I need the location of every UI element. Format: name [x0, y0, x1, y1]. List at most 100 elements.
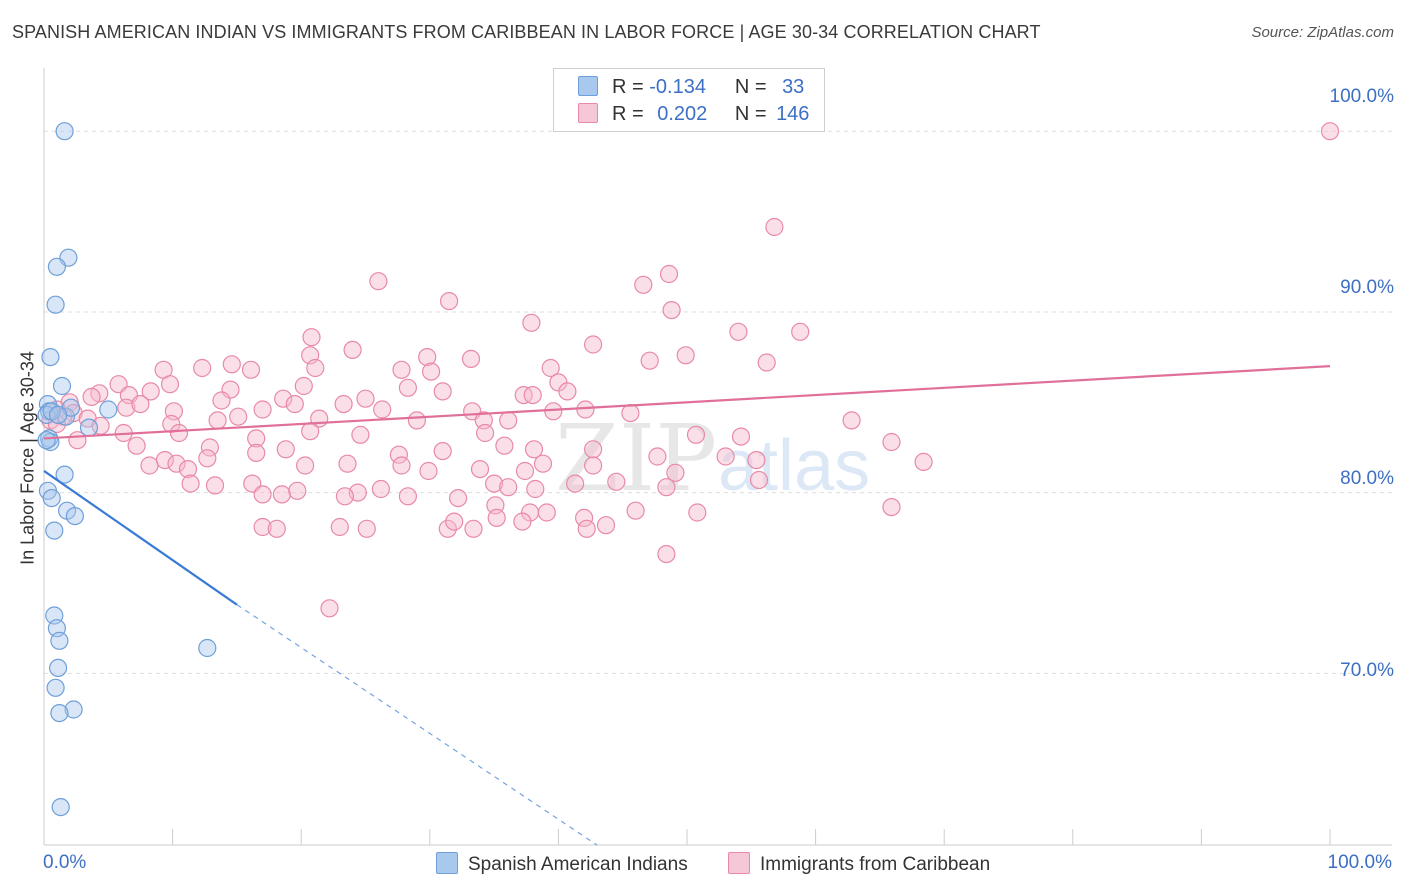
caribbean-point	[433, 382, 452, 401]
caribbean-point	[440, 292, 459, 311]
caribbean-point	[141, 382, 160, 401]
caribbean-point	[524, 440, 544, 459]
spanish-american-indians-point	[47, 257, 67, 276]
caribbean-point	[541, 358, 560, 378]
caribbean-point	[241, 360, 261, 379]
caribbean-point	[583, 456, 603, 475]
caribbean-point	[666, 463, 685, 482]
caribbean-point	[247, 443, 266, 462]
spanish-american-indians-point	[52, 376, 72, 396]
y-tick-label-100: 100.0%	[1329, 86, 1394, 107]
caribbean-point	[688, 503, 707, 522]
caribbean-point	[335, 487, 354, 506]
trend-line-spanish-american-indians	[43, 470, 238, 606]
caribbean-point	[565, 474, 585, 493]
legend-swatch-pink	[728, 852, 750, 874]
trend-lines	[43, 365, 1331, 846]
caribbean-point	[499, 411, 518, 430]
spanish-american-indians-point	[42, 489, 61, 508]
caribbean-point	[373, 400, 392, 419]
spanish-american-indians-point	[48, 405, 68, 424]
caribbean-point	[253, 400, 272, 419]
caribbean-point	[200, 438, 219, 457]
caribbean-point	[178, 460, 198, 479]
caribbean-point	[422, 362, 441, 381]
caribbean-point	[389, 445, 408, 464]
spanish-american-indians-point	[41, 348, 60, 367]
spanish-american-indians-point	[198, 638, 217, 658]
stats-legend-row-1: R = -0.134 N = 33	[578, 76, 804, 100]
caribbean-point	[476, 423, 495, 443]
caribbean-point	[470, 460, 490, 479]
caribbean-point	[544, 402, 563, 421]
chart-title: SPANISH AMERICAN INDIAN VS IMMIGRANTS FR…	[12, 22, 1041, 42]
caribbean-point	[247, 429, 266, 448]
watermark-atlas: atlas	[718, 426, 870, 506]
caribbean-point	[716, 447, 735, 466]
r-value-1: -0.134	[649, 76, 706, 98]
n-label-2: N =	[734, 103, 767, 125]
caribbean-point	[464, 519, 483, 538]
spanish-american-indians-point	[46, 678, 65, 697]
caribbean-point	[574, 508, 594, 528]
watermark-zip: ZIP	[555, 405, 717, 512]
spanish-american-indians-point	[65, 506, 85, 526]
spanish-american-indians-point	[51, 797, 70, 817]
r-label-1: R =	[612, 76, 644, 98]
caribbean-point	[127, 436, 146, 455]
spanish-american-indians-point	[46, 295, 65, 314]
stats-legend: R = -0.134 N = 33 R = 0.202 N = 146	[553, 68, 825, 132]
caribbean-point	[301, 422, 320, 441]
watermark: ZIP atlas	[555, 405, 870, 512]
caribbean-point	[351, 425, 370, 444]
caribbean-point	[181, 474, 200, 493]
caribbean-point	[438, 519, 457, 538]
caribbean-point	[334, 395, 353, 414]
caribbean-point	[657, 478, 676, 497]
caribbean-point	[533, 454, 553, 473]
grid-lines	[44, 130, 1392, 674]
caribbean-point	[596, 516, 616, 535]
caribbean-point	[522, 313, 541, 332]
caribbean-point	[686, 425, 706, 444]
pink-swatch	[578, 103, 598, 123]
spanish-american-indians-point	[99, 400, 118, 419]
caribbean-point	[274, 389, 293, 408]
caribbean-point	[583, 440, 603, 459]
spanish-american-indians-point	[55, 465, 74, 484]
caribbean-point	[657, 544, 676, 564]
caribbean-point	[485, 474, 504, 493]
trend-line-extension-spanish-american-indians	[236, 604, 598, 846]
caribbean-point	[513, 512, 532, 531]
caribbean-point	[445, 512, 464, 531]
caribbean-point	[296, 456, 315, 475]
legend-item-immigrants-from-caribbean: Immigrants from Caribbean	[728, 852, 990, 878]
caribbean-point	[757, 353, 776, 372]
caribbean-point	[369, 272, 388, 291]
spanish-american-indians-point	[37, 431, 56, 450]
caribbean-point	[515, 461, 535, 481]
series-spanish-american-indians	[37, 122, 217, 817]
caribbean-point	[419, 461, 438, 481]
spanish-american-indians-point	[50, 703, 69, 723]
spanish-american-indians-point	[50, 631, 69, 650]
caribbean-point	[253, 517, 272, 537]
caribbean-point	[648, 447, 667, 466]
caribbean-point	[577, 519, 596, 538]
caribbean-point	[676, 346, 695, 365]
caribbean-point	[621, 404, 640, 423]
caribbean-point	[499, 478, 518, 497]
legend-label-spanish-american-indians: Spanish American Indians	[468, 854, 688, 875]
caribbean-point	[288, 481, 307, 500]
caribbean-point	[433, 442, 452, 461]
axes	[43, 68, 1392, 846]
r-value-2: 0.202	[657, 103, 708, 125]
caribbean-point	[418, 348, 437, 367]
x-tick-label-max: 100.0%	[1327, 852, 1392, 873]
caribbean-point	[356, 389, 375, 408]
trend-line-immigrants-from-caribbean	[43, 365, 1331, 440]
y-tick-label-80: 80.0%	[1340, 468, 1394, 489]
n-label-1: N =	[734, 76, 767, 98]
caribbean-point	[747, 451, 766, 470]
caribbean-point	[140, 456, 159, 475]
